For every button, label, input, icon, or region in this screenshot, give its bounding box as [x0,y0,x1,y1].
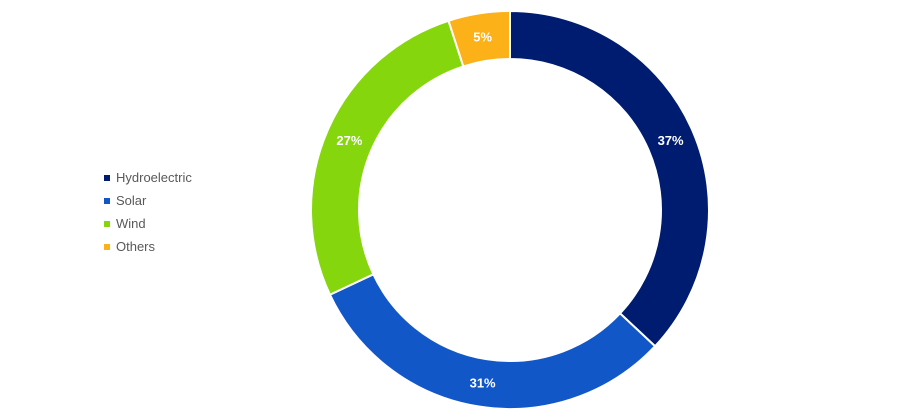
legend-label: Wind [116,216,146,231]
legend-item-solar: Solar [104,189,192,212]
data-label-others: 5% [473,30,492,45]
legend-item-wind: Wind [104,212,192,235]
legend-item-others: Others [104,235,192,258]
legend-swatch [104,174,110,181]
legend-item-hydroelectric: Hydroelectric [104,166,192,189]
legend-swatch [104,197,110,204]
data-label-solar: 31% [470,375,496,390]
legend-label: Solar [116,193,147,208]
slice-wind [310,19,465,297]
data-label-wind: 27% [336,133,362,148]
legend-label: Hydroelectric [116,170,192,185]
legend-label: Others [116,239,156,254]
slice-hydroelectric [509,9,710,348]
chart-legend: Hydroelectric Solar Wind Others [104,166,192,258]
legend-swatch [104,243,110,250]
legend-swatch [104,220,110,227]
slice-others [447,9,511,68]
data-label-hydroelectric: 37% [658,133,684,148]
